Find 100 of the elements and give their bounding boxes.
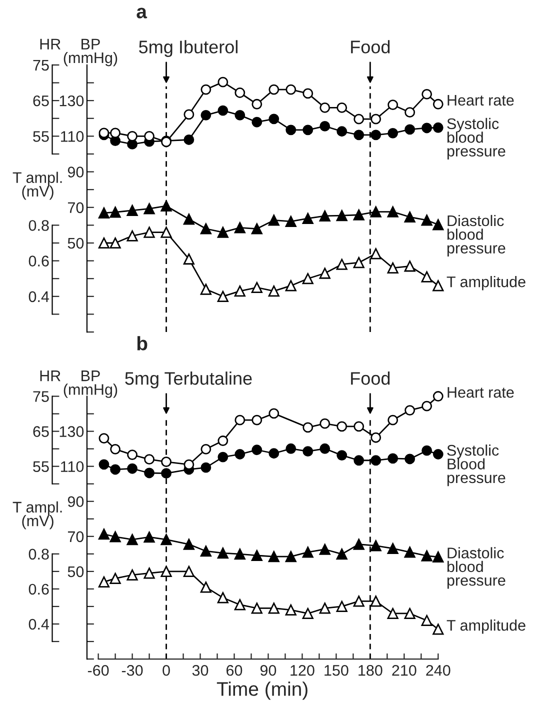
point <box>218 436 228 446</box>
point <box>387 262 398 274</box>
point <box>252 444 262 456</box>
y3-tick-label: 0.6 <box>28 584 49 595</box>
point <box>320 418 330 429</box>
point <box>144 203 155 214</box>
point <box>183 538 194 550</box>
point <box>234 414 246 426</box>
point <box>183 566 194 577</box>
point <box>422 400 432 412</box>
y-tick-label: 50 <box>68 566 84 578</box>
y3-tick-label: 0.4 <box>28 291 50 302</box>
point <box>388 128 398 138</box>
point <box>110 464 120 475</box>
point <box>110 206 121 218</box>
y3-axis-title: T ampl. (mV) <box>12 172 62 200</box>
point <box>234 110 246 120</box>
point <box>370 540 382 552</box>
y2-tick-label: 65 <box>33 95 49 106</box>
point <box>302 88 314 99</box>
x-tick-label: 30 <box>192 664 208 676</box>
point <box>432 219 444 230</box>
y-tick-label: 70 <box>68 531 84 542</box>
point <box>98 237 110 249</box>
point <box>217 226 228 238</box>
series-label: Diastolic blood pressure <box>447 214 506 257</box>
series-label: Heart rate <box>448 94 514 106</box>
y-tick-label: 130 <box>60 426 84 437</box>
x-axis-title: Time (min) <box>216 682 308 700</box>
point <box>432 449 444 460</box>
point <box>251 602 262 614</box>
point <box>268 408 280 419</box>
y3-tick-label: 0.8 <box>28 548 49 560</box>
point <box>354 114 364 124</box>
point <box>302 422 314 433</box>
point <box>336 210 348 222</box>
y2-tick-label: 55 <box>33 461 49 472</box>
y3-tick-label: 0.6 <box>28 256 49 266</box>
point <box>320 102 330 113</box>
point <box>421 550 432 562</box>
point <box>336 102 348 113</box>
y-tick-label: 110 <box>61 131 84 142</box>
point <box>388 414 398 426</box>
point <box>98 459 110 470</box>
point <box>200 84 212 95</box>
point <box>387 206 398 218</box>
point <box>144 130 154 142</box>
x-tick-label: 210 <box>392 664 416 676</box>
point <box>126 569 138 580</box>
point <box>353 257 364 268</box>
point <box>353 209 364 220</box>
point <box>200 110 212 120</box>
x-tick-label: 60 <box>226 664 242 676</box>
point <box>285 280 296 292</box>
x-tick-label: 180 <box>358 664 382 676</box>
point <box>251 223 262 234</box>
ref-line-label: 5mg Ibuterol <box>139 40 238 57</box>
point <box>126 230 138 242</box>
y2-axis-title: HR <box>40 370 60 382</box>
point <box>234 548 246 560</box>
point <box>144 468 154 478</box>
y3-tick-label: 0.4 <box>28 618 50 630</box>
point <box>144 568 155 579</box>
point <box>319 268 330 279</box>
point <box>234 286 246 297</box>
point <box>302 546 314 558</box>
point <box>268 550 280 562</box>
point <box>184 109 194 120</box>
point <box>404 211 416 223</box>
point <box>388 453 398 464</box>
x-tick-label: -30 <box>122 664 143 676</box>
point <box>319 544 330 555</box>
point <box>110 237 121 249</box>
point <box>354 130 364 140</box>
point <box>200 444 212 454</box>
point <box>127 450 138 460</box>
y-axis-title: BP (mmHg) <box>64 38 118 66</box>
point <box>234 88 246 98</box>
point <box>302 124 314 136</box>
y-tick-label: 110 <box>61 461 84 472</box>
point <box>126 534 138 546</box>
point <box>217 592 228 604</box>
point <box>319 602 330 614</box>
point <box>432 280 444 292</box>
y-tick-label: 70 <box>68 202 84 214</box>
point <box>234 222 246 234</box>
point <box>252 116 262 128</box>
point <box>160 566 172 577</box>
y-axis-title: BP (mmHg) <box>64 370 118 398</box>
point <box>110 531 121 542</box>
point <box>110 444 120 454</box>
point <box>268 286 280 297</box>
point <box>336 600 348 612</box>
point <box>421 614 432 626</box>
y2-tick-label: 65 <box>33 426 49 437</box>
point <box>184 134 194 145</box>
point <box>285 604 296 616</box>
point <box>404 260 416 272</box>
point <box>127 463 138 474</box>
point <box>234 599 246 610</box>
